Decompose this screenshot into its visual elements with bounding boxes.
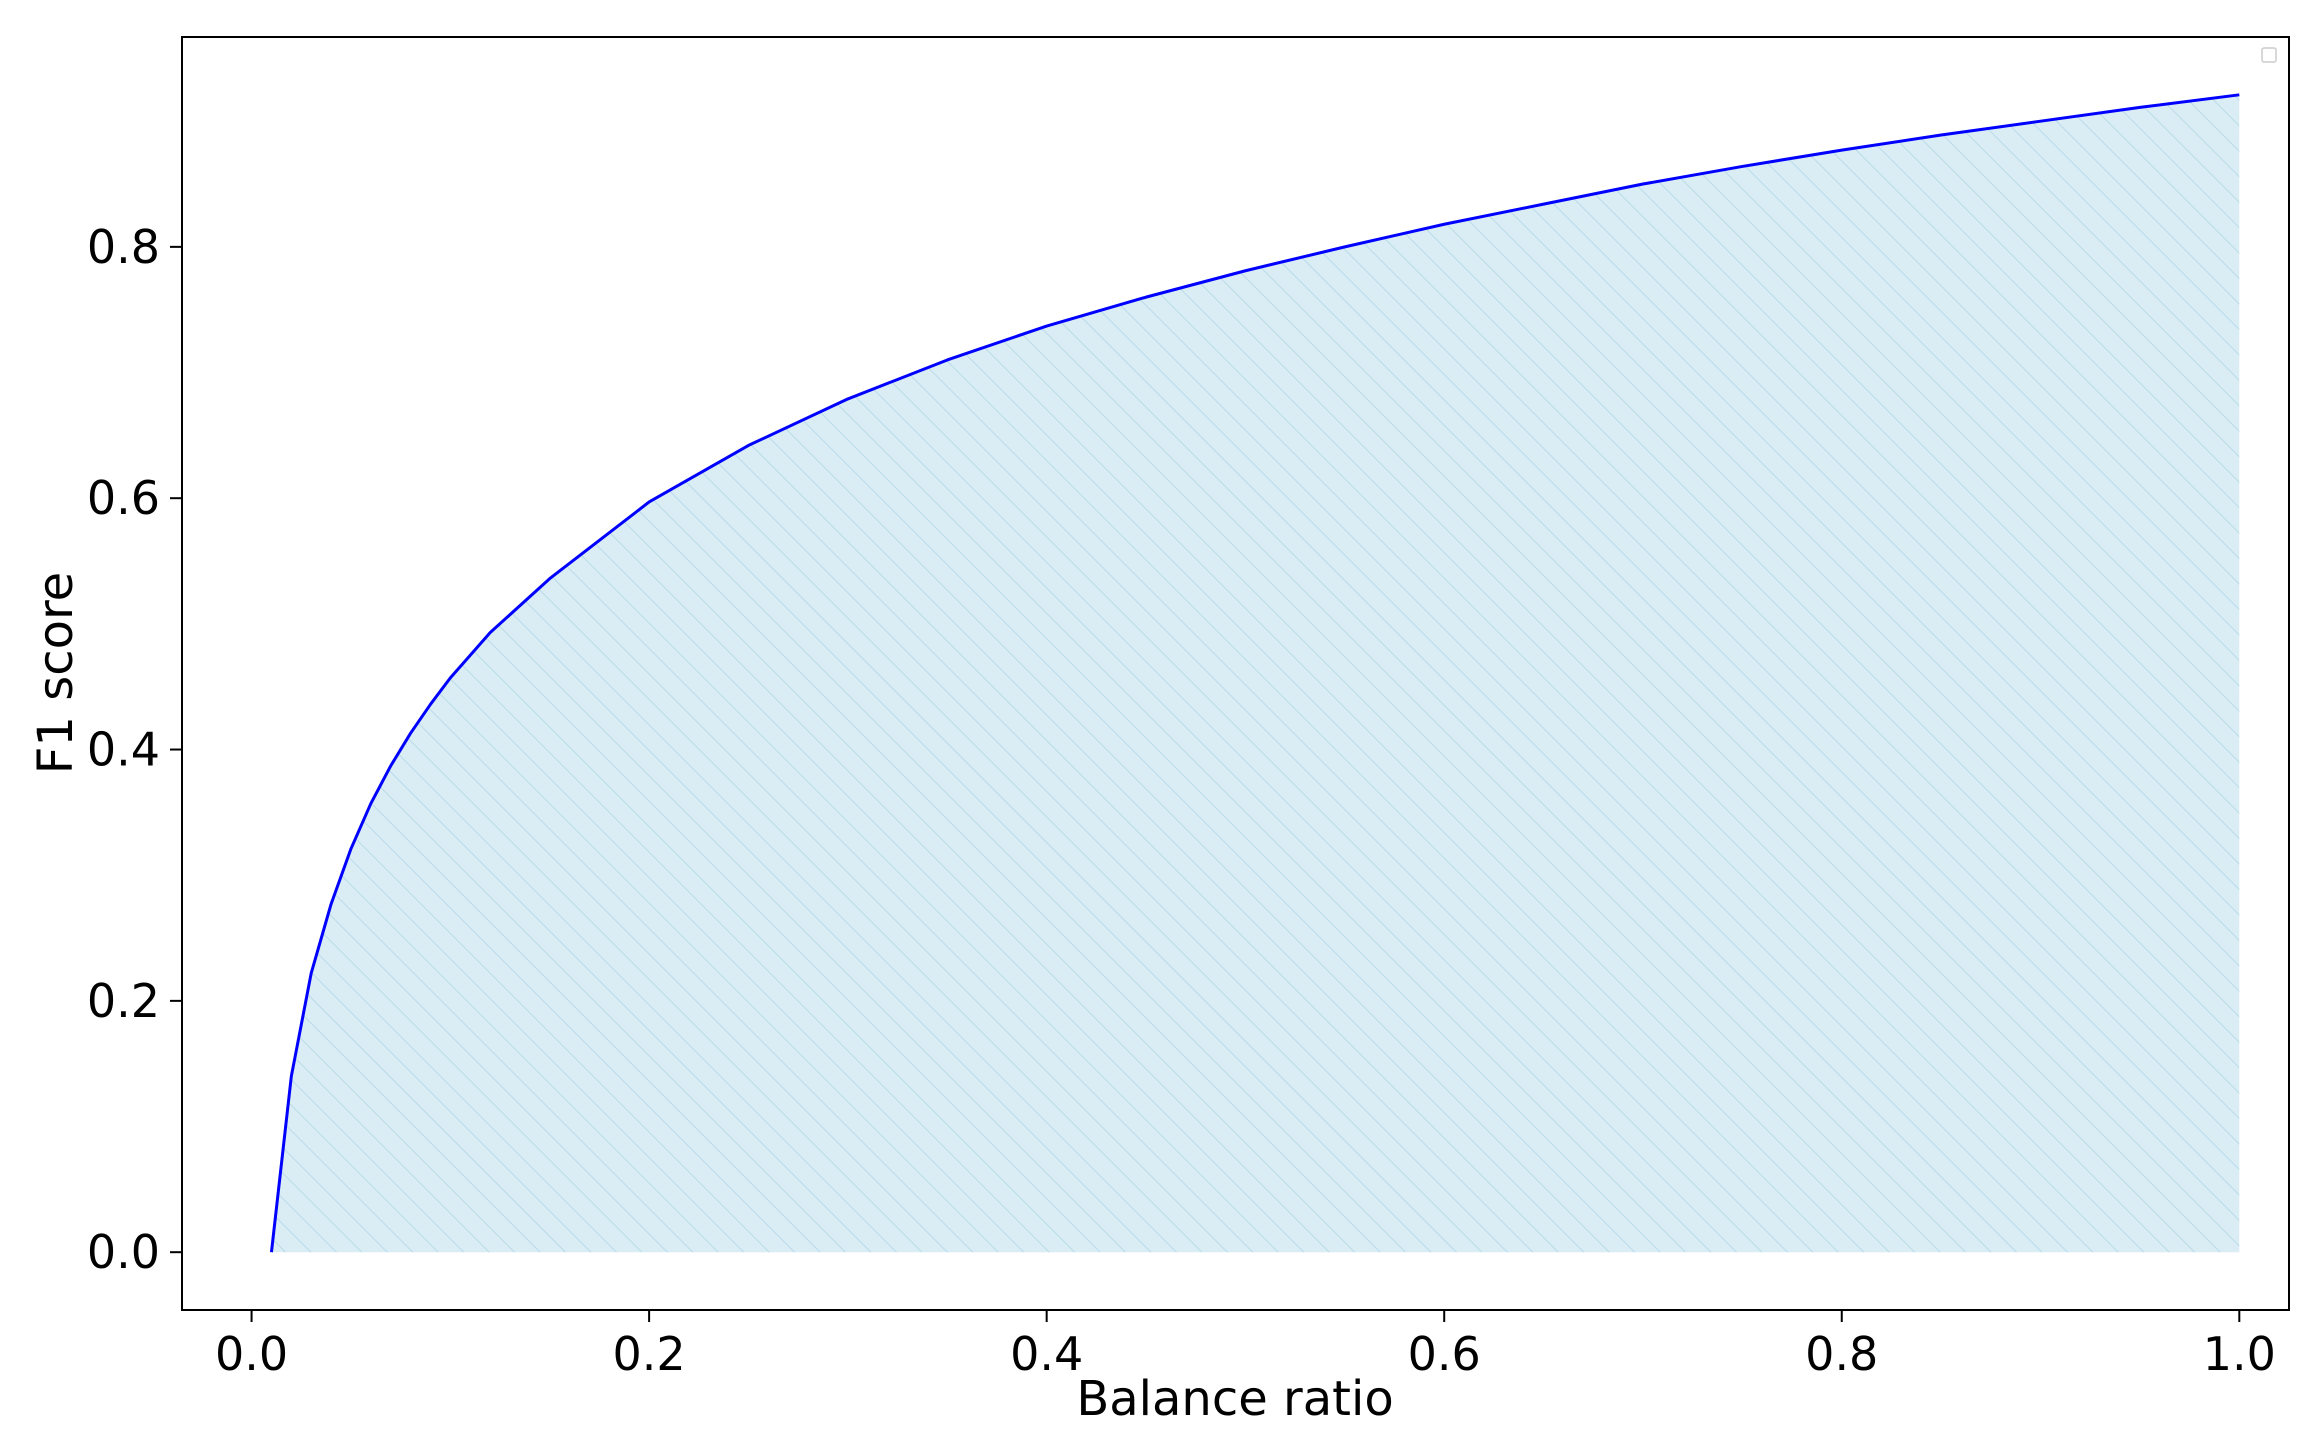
- x-tick-label: 0.2: [613, 1327, 686, 1381]
- series-line: [269, 93, 2240, 1253]
- y-tick-label: 0.8: [87, 220, 160, 274]
- x-axis-title: Balance ratio: [1076, 1371, 1393, 1427]
- x-tick-label: 0.6: [1408, 1327, 1481, 1381]
- x-tick-label: 0.4: [1010, 1327, 1083, 1381]
- y-tick-label: 0.4: [87, 723, 160, 777]
- plot-frame: [181, 36, 2290, 1311]
- legend-box: [2261, 47, 2277, 63]
- area-hatch: [271, 94, 2240, 1253]
- y-tick-label: 0.2: [87, 974, 160, 1028]
- x-tick-label: 1.0: [2203, 1327, 2276, 1381]
- y-axis-title: F1 score: [28, 572, 84, 774]
- y-tick-label: 0.0: [87, 1225, 160, 1279]
- y-tick-label: 0.6: [87, 471, 160, 525]
- x-tick-label: 0.8: [1805, 1327, 1878, 1381]
- x-axis-ticks: 0.0 0.2 0.4 0.6 0.8 1.0: [215, 1310, 2276, 1381]
- x-tick-label: 0.0: [215, 1327, 288, 1381]
- y-axis-ticks: 0.0 0.2 0.4 0.6 0.8: [87, 220, 182, 1279]
- plot-area: [269, 93, 2240, 1253]
